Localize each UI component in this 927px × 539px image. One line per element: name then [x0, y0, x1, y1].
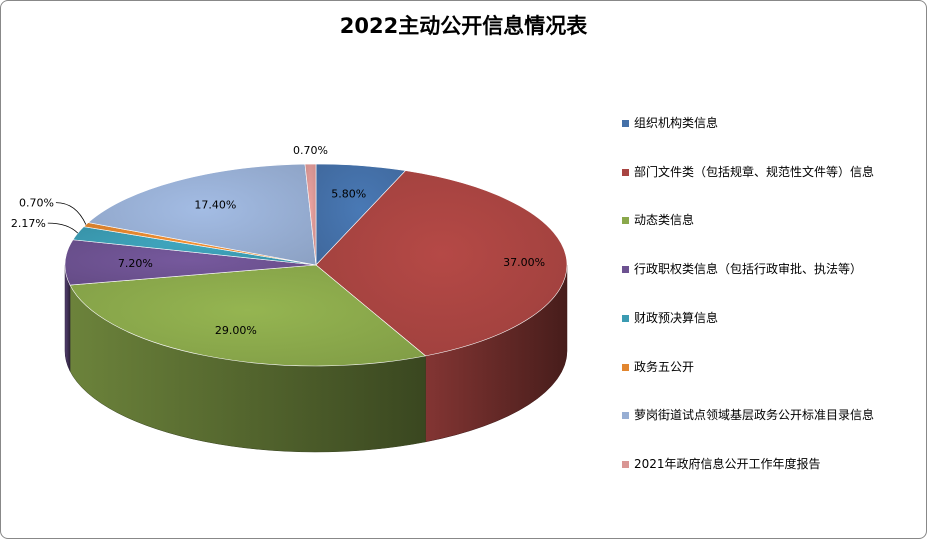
- leader-line-6: [55, 202, 87, 225]
- data-label-5: 2.17%: [11, 217, 46, 230]
- pie-side-walls: [64, 264, 568, 453]
- legend-item-6: 政务五公开: [622, 359, 694, 375]
- legend-item-4: 行政职权类信息（包括行政审批、执法等）: [622, 261, 862, 277]
- legend-swatch: [622, 460, 629, 468]
- data-label-3: 29.00%: [215, 324, 257, 337]
- legend-label: 财政预决算信息: [634, 310, 719, 325]
- slice-7: [87, 163, 317, 266]
- data-label-4: 7.20%: [118, 257, 153, 270]
- data-labels: 5.80% 37.00% 29.00% 7.20% 2.17% 0.70% 17.40% 0.…: [11, 144, 545, 337]
- legend-item-2: 部门文件类（包括规章、规范性文件等）信息: [622, 164, 874, 180]
- legend-item-8: 2021年政府信息公开工作年度报告: [622, 456, 821, 472]
- slice-4: [64, 239, 317, 286]
- legend-label: 2021年政府信息公开工作年度报告: [634, 456, 821, 471]
- legend-label: 动态类信息: [634, 213, 695, 228]
- data-label-1: 5.80%: [331, 187, 366, 200]
- legend-item-3: 动态类信息: [622, 212, 694, 228]
- legend-swatch: [622, 363, 629, 371]
- legend-label: 部门文件类（包括规章、规范性文件等）信息: [634, 164, 875, 179]
- legend-label: 组织机构类信息: [634, 116, 719, 130]
- slice-8: [304, 163, 317, 266]
- data-label-6: 0.70%: [19, 197, 54, 210]
- slice-3: [69, 264, 427, 367]
- data-label-2: 37.00%: [503, 256, 545, 269]
- legend-label: 行政职权类信息（包括行政审批、执法等）: [634, 262, 863, 277]
- legend-swatch: [622, 168, 629, 176]
- legend-item-7: 萝岗街道试点领域基层政务公开标准目录信息: [622, 407, 874, 423]
- legend-swatch: [622, 266, 629, 274]
- leader-line-5: [47, 222, 79, 234]
- data-label-7: 17.40%: [194, 199, 236, 212]
- legend-swatch: [622, 217, 629, 225]
- pie-top-faces: [64, 163, 568, 367]
- legend-swatch: [622, 120, 629, 127]
- legend-swatch: [622, 314, 629, 322]
- legend-item-5: 财政预决算信息: [622, 310, 718, 326]
- legend-label: 萝岗街道试点领域基层政务公开标准目录信息: [634, 408, 875, 423]
- slice-2: [315, 170, 568, 357]
- legend-label: 政务五公开: [634, 359, 695, 374]
- data-label-8: 0.70%: [293, 144, 328, 157]
- legend-swatch: [622, 412, 629, 420]
- legend-item-1: 组织机构类信息: [622, 115, 718, 131]
- chart-title: 2022主动公开信息情况表: [339, 14, 588, 38]
